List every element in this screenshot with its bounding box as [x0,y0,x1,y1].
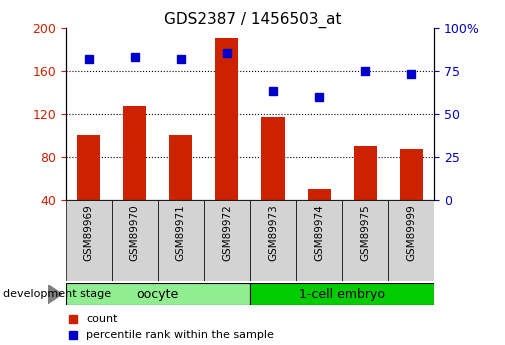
Text: percentile rank within the sample: percentile rank within the sample [86,330,274,340]
Text: 1-cell embryo: 1-cell embryo [299,288,385,300]
Bar [400,149,423,200]
Text: oocyte: oocyte [137,288,179,300]
Bar [342,200,388,281]
Bar [250,283,434,305]
Bar [296,200,342,281]
Text: GSM89999: GSM89999 [406,204,416,261]
Text: count: count [86,314,118,324]
Bar [262,117,284,200]
Bar [354,146,377,200]
Bar [66,283,250,305]
Bar [204,200,250,281]
Polygon shape [48,285,62,304]
Bar [112,200,158,281]
Bar [66,200,112,281]
Bar [77,136,100,200]
Text: GSM89972: GSM89972 [222,204,232,261]
Text: GSM89974: GSM89974 [314,204,324,261]
Bar [250,200,296,281]
Text: development stage: development stage [3,289,111,299]
Bar [216,38,238,200]
Text: GDS2387 / 1456503_at: GDS2387 / 1456503_at [164,12,341,28]
Text: GSM89975: GSM89975 [360,204,370,261]
Bar [388,200,434,281]
Text: GSM89969: GSM89969 [84,204,94,261]
Text: GSM89971: GSM89971 [176,204,186,261]
Text: GSM89973: GSM89973 [268,204,278,261]
Text: GSM89970: GSM89970 [130,204,140,261]
Bar [308,189,331,200]
Bar [169,136,192,200]
Bar [123,106,146,200]
Bar [158,200,204,281]
